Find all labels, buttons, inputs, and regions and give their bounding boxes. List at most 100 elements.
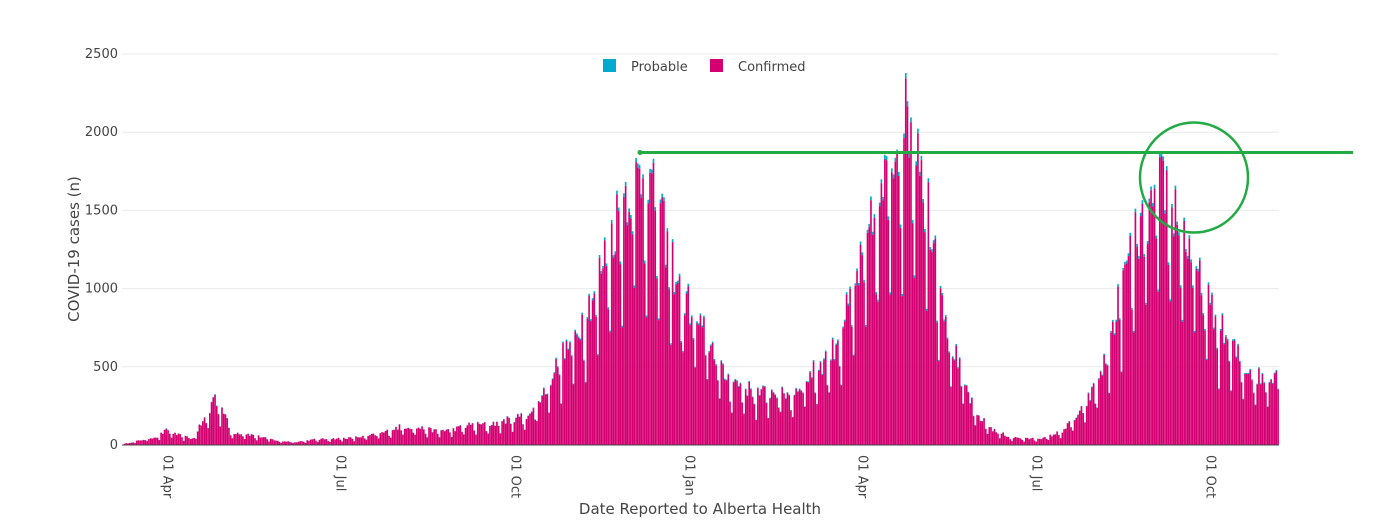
probable-bar: [925, 308, 928, 311]
confirmed-bar: [410, 429, 413, 445]
confirmed-bar: [870, 200, 872, 445]
probable-bar: [1198, 257, 1201, 261]
confirmed-bar: [788, 395, 791, 445]
probable-bar: [617, 207, 620, 212]
confirmed-bar: [454, 431, 456, 445]
legend[interactable]: Probable Confirmed: [603, 59, 806, 75]
confirmed-bar: [541, 395, 543, 445]
probable-bar: [1259, 383, 1262, 385]
confirmed-bar: [1157, 291, 1159, 445]
probable-bar: [574, 329, 577, 332]
confirmed-bar: [398, 424, 401, 445]
confirmed-bar: [652, 162, 655, 445]
probable-bar: [732, 381, 735, 383]
probable-bar: [1197, 268, 1199, 272]
confirmed-bar: [882, 200, 884, 445]
confirmed-bar: [1148, 202, 1151, 445]
probable-bar: [804, 406, 806, 407]
confirmed-bar: [412, 432, 415, 445]
confirmed-bar: [1230, 391, 1232, 445]
confirmed-bar: [344, 438, 347, 445]
confirmed-bar: [349, 437, 352, 445]
legend-label-probable[interactable]: Probable: [631, 60, 688, 75]
confirmed-bar: [692, 339, 695, 445]
legend-swatch-confirmed[interactable]: [710, 59, 723, 72]
x-axis-title: Date Reported to Alberta Health: [579, 500, 821, 518]
confirmed-bar: [619, 264, 622, 445]
probable-bar: [1209, 302, 1212, 305]
confirmed-bar: [1214, 316, 1217, 445]
confirmed-bar: [572, 384, 575, 445]
confirmed-bar: [200, 425, 202, 445]
probable-bar: [1190, 259, 1192, 263]
y-tick-label: 1000: [85, 282, 118, 297]
confirmed-bar: [1266, 406, 1269, 445]
probable-bar: [878, 202, 881, 207]
confirmed-bar: [579, 340, 582, 445]
probable-bar: [1176, 221, 1179, 225]
confirmed-bar: [523, 429, 526, 445]
confirmed-bar: [189, 439, 192, 445]
confirmed-bar: [548, 412, 550, 445]
confirmed-bar: [725, 380, 728, 445]
confirmed-bar: [431, 432, 434, 445]
confirmed-bar: [1118, 319, 1121, 445]
confirmed-bar: [1233, 340, 1236, 445]
probable-bar: [715, 364, 717, 366]
probable-bar: [826, 384, 829, 386]
probable-bar: [953, 359, 956, 361]
legend-label-confirmed[interactable]: Confirmed: [738, 60, 806, 75]
probable-bar: [610, 220, 613, 224]
confirmed-bar: [273, 440, 276, 445]
confirmed-bar: [320, 438, 322, 445]
probable-bar: [918, 171, 921, 176]
probable-bar: [840, 384, 843, 386]
confirmed-bar: [706, 379, 709, 445]
confirmed-bar: [179, 434, 182, 445]
confirmed-bar: [659, 203, 662, 445]
confirmed-bar: [842, 328, 844, 445]
legend-swatch-probable[interactable]: [603, 59, 616, 72]
confirmed-bar: [525, 419, 528, 445]
probable-bar: [1096, 407, 1098, 408]
confirmed-bar: [913, 277, 916, 445]
confirmed-bar: [1153, 188, 1156, 445]
probable-bar: [971, 397, 973, 399]
confirmed-bar: [767, 418, 770, 445]
probable-bar: [790, 410, 792, 411]
probable-bar: [657, 318, 660, 321]
confirmed-bar: [155, 437, 157, 445]
confirmed-bar: [233, 434, 236, 445]
probable-bar: [847, 303, 850, 306]
confirmed-bar: [737, 386, 740, 445]
probable-bar: [810, 377, 813, 379]
confirmed-bar: [329, 441, 331, 445]
probable-bar: [1092, 382, 1095, 384]
confirmed-bar: [998, 438, 1001, 445]
confirmed-bar: [210, 402, 213, 445]
confirmed-bar: [290, 442, 293, 445]
probable-bar: [859, 241, 862, 245]
confirmed-bar: [424, 433, 427, 445]
confirmed-bar: [1165, 170, 1168, 445]
confirmed-bar: [341, 441, 343, 445]
confirmed-bar: [1258, 368, 1260, 445]
probable-bar: [699, 313, 702, 316]
confirmed-bar: [174, 432, 176, 445]
confirmed-bar: [262, 437, 265, 445]
confirmed-bar: [887, 219, 890, 445]
probable-bar: [845, 292, 848, 295]
confirmed-bar: [480, 424, 483, 445]
confirmed-bar: [400, 430, 403, 445]
confirmed-bar: [934, 238, 937, 445]
probable-bar: [642, 174, 644, 179]
confirmed-bar: [1237, 345, 1239, 445]
probable-bar: [863, 279, 865, 283]
probable-bar: [1120, 371, 1123, 373]
confirmed-bar: [389, 437, 392, 445]
confirmed-bar: [941, 295, 944, 445]
confirmed-bar: [807, 382, 810, 445]
confirmed-bar: [168, 433, 171, 445]
confirmed-bar: [426, 437, 429, 445]
probable-bar: [694, 366, 697, 368]
